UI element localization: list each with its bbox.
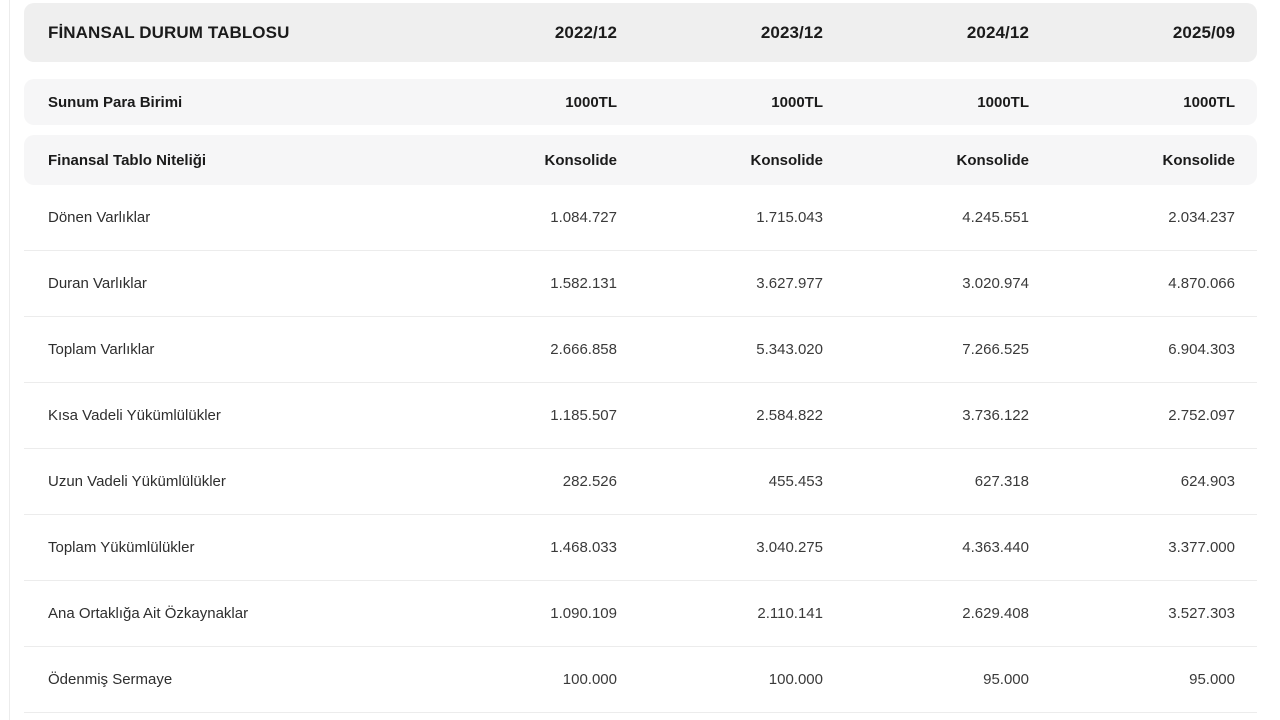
row-value: 4.363.440: [962, 539, 1029, 556]
row-label: Kısa Vadeli Yükümlülükler: [48, 407, 221, 424]
row-value: 3.527.303: [1168, 605, 1235, 622]
row-label: Toplam Yükümlülükler: [48, 539, 195, 556]
financial-statement-table: FİNANSAL DURUM TABLOSU 2022/12 2023/12 2…: [24, 0, 1257, 713]
period-header-2024-12: 2024/12: [966, 22, 1029, 42]
row-label: Toplam Varlıklar: [48, 341, 155, 358]
meta-row-label: Sunum Para Birimi: [48, 93, 183, 111]
table-title: FİNANSAL DURUM TABLOSU: [48, 22, 290, 42]
table-row-donen-varliklar: Dönen Varlıklar 1.084.727 1.715.043 4.24…: [24, 185, 1257, 251]
row-label: Ana Ortaklığa Ait Özkaynaklar: [48, 605, 249, 622]
meta-row-value: 1000TL: [565, 93, 617, 111]
row-value: 3.040.275: [756, 539, 823, 556]
table-row-ana-ortakliga-ait-ozkaynaklar: Ana Ortaklığa Ait Özkaynaklar 1.090.109 …: [24, 581, 1257, 647]
row-value: 1.468.033: [550, 539, 617, 556]
table-row-toplam-yukumlulukler: Toplam Yükümlülükler 1.468.033 3.040.275…: [24, 515, 1257, 581]
row-label: Uzun Vadeli Yükümlülükler: [48, 473, 226, 490]
row-label: Duran Varlıklar: [48, 275, 147, 292]
row-value: 1.582.131: [550, 275, 617, 292]
row-value: 282.526: [562, 473, 617, 490]
row-value: 1.185.507: [550, 407, 617, 424]
row-value: 3.020.974: [962, 275, 1029, 292]
row-value: 2.752.097: [1168, 407, 1235, 424]
row-value: 4.245.551: [962, 209, 1029, 226]
row-value: 95.000: [1189, 671, 1235, 688]
row-value: 95.000: [983, 671, 1029, 688]
meta-row-value: Konsolide: [1162, 151, 1235, 169]
row-value: 627.318: [974, 473, 1029, 490]
table-row-kisa-vadeli-yukumlulukler: Kısa Vadeli Yükümlülükler 1.185.507 2.58…: [24, 383, 1257, 449]
row-value: 2.629.408: [962, 605, 1029, 622]
meta-row-value: 1000TL: [771, 93, 823, 111]
row-value: 2.666.858: [550, 341, 617, 358]
row-value: 3.377.000: [1168, 539, 1235, 556]
table-body: Dönen Varlıklar 1.084.727 1.715.043 4.24…: [24, 185, 1257, 713]
table-row-duran-varliklar: Duran Varlıklar 1.582.131 3.627.977 3.02…: [24, 251, 1257, 317]
meta-row-value: 1000TL: [977, 93, 1029, 111]
row-value: 7.266.525: [962, 341, 1029, 358]
period-header-2023-12: 2023/12: [760, 22, 823, 42]
meta-row-value: Konsolide: [544, 151, 617, 169]
row-value: 5.343.020: [756, 341, 823, 358]
row-value: 2.584.822: [756, 407, 823, 424]
row-value: 1.090.109: [550, 605, 617, 622]
left-divider: [9, 0, 10, 720]
row-label: Ödenmiş Sermaye: [48, 671, 173, 688]
period-header-2022-12: 2022/12: [554, 22, 617, 42]
row-value: 2.110.141: [757, 605, 823, 622]
row-value: 1.084.727: [550, 209, 617, 226]
row-value: 2.034.237: [1168, 209, 1235, 226]
meta-row-label: Finansal Tablo Niteliği: [48, 151, 207, 169]
table-header-row: FİNANSAL DURUM TABLOSU 2022/12 2023/12 2…: [24, 3, 1257, 62]
row-value: 100.000: [562, 671, 617, 688]
meta-row-value: Konsolide: [956, 151, 1029, 169]
meta-row-statement-nature: Finansal Tablo Niteliği Konsolide Konsol…: [24, 135, 1257, 185]
row-value: 6.904.303: [1168, 341, 1235, 358]
meta-row-value: 1000TL: [1183, 93, 1235, 111]
row-label: Dönen Varlıklar: [48, 209, 151, 226]
row-value: 100.000: [768, 671, 823, 688]
meta-row-currency: Sunum Para Birimi 1000TL 1000TL 1000TL 1…: [24, 79, 1257, 125]
table-row-toplam-varliklar: Toplam Varlıklar 2.666.858 5.343.020 7.2…: [24, 317, 1257, 383]
row-value: 455.453: [768, 473, 823, 490]
row-value: 1.715.043: [756, 209, 823, 226]
row-value: 3.736.122: [962, 407, 1029, 424]
meta-row-value: Konsolide: [750, 151, 823, 169]
row-value: 4.870.066: [1168, 275, 1235, 292]
table-row-odenmis-sermaye: Ödenmiş Sermaye 100.000 100.000 95.000 9…: [24, 647, 1257, 713]
table-row-uzun-vadeli-yukumlulukler: Uzun Vadeli Yükümlülükler 282.526 455.45…: [24, 449, 1257, 515]
period-header-2025-09: 2025/09: [1172, 22, 1235, 42]
row-value: 624.903: [1180, 473, 1235, 490]
row-value: 3.627.977: [756, 275, 823, 292]
